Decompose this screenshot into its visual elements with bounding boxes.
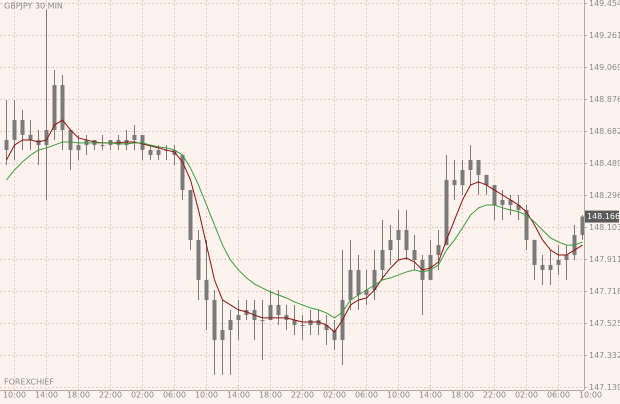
- candle-body: [516, 204, 521, 210]
- candle-body: [12, 120, 17, 140]
- chart-title: GBPJPY 30 MIN: [4, 2, 63, 11]
- candle-body: [380, 250, 385, 270]
- candle-body: [364, 290, 369, 295]
- candle-body: [132, 134, 137, 140]
- candle-body: [28, 134, 33, 140]
- candle-body: [44, 130, 49, 146]
- y-tick-label: 148.489: [589, 159, 620, 168]
- x-tick-label: 06:00: [163, 391, 186, 400]
- candle-body: [260, 320, 265, 322]
- candle-body: [124, 139, 129, 146]
- candle-body: [476, 160, 481, 175]
- candle-body: [404, 229, 409, 251]
- candle-body: [436, 245, 441, 256]
- candle-body: [148, 150, 153, 156]
- y-tick-label: 148.103: [589, 223, 620, 232]
- candle-body: [452, 179, 457, 186]
- y-tick-label: 147.139: [589, 383, 620, 392]
- candle-body: [60, 85, 65, 130]
- x-tick-label: 02:00: [323, 391, 346, 400]
- candle-body: [4, 139, 9, 151]
- x-tick-label: 14:00: [227, 391, 250, 400]
- x-tick-label: 10:00: [387, 391, 410, 400]
- candle-body: [508, 199, 513, 205]
- candle-body: [524, 209, 529, 240]
- watermark: FOREXCHIEF: [4, 378, 54, 387]
- x-tick-label: 06:00: [547, 391, 570, 400]
- candle-body: [532, 239, 537, 265]
- candle-body: [156, 150, 161, 156]
- candle-body: [180, 155, 185, 191]
- x-tick-label: 02:00: [515, 391, 538, 400]
- x-tick-label: 02:00: [131, 391, 154, 400]
- x-tick-label: 06:00: [355, 391, 378, 400]
- candle-body: [76, 145, 81, 151]
- last-price-box: [585, 210, 619, 223]
- x-tick-label: 10:00: [579, 391, 602, 400]
- candle-body: [276, 304, 281, 316]
- candle-body: [324, 325, 329, 330]
- x-tick-label: 14:00: [419, 391, 442, 400]
- candle-body: [556, 260, 561, 265]
- candle-body: [332, 329, 337, 340]
- x-tick-label: 22:00: [99, 391, 122, 400]
- x-tick-label: 18:00: [259, 391, 282, 400]
- y-tick-label: 148.296: [589, 191, 620, 200]
- candle-body: [196, 239, 201, 280]
- x-tick-label: 18:00: [67, 391, 90, 400]
- candle-body: [20, 120, 25, 135]
- candle-body: [388, 239, 393, 251]
- candle-body: [580, 216, 585, 235]
- candle-body: [220, 329, 225, 340]
- candle-body: [540, 264, 545, 270]
- candle-body: [348, 269, 353, 300]
- y-tick-label: 149.261: [589, 31, 620, 40]
- candle-body: [268, 304, 273, 321]
- candle-body: [100, 145, 105, 147]
- candle-body: [188, 190, 193, 240]
- y-tick-label: 148.682: [589, 127, 620, 136]
- candle-body: [204, 279, 209, 300]
- candle-body: [236, 315, 241, 321]
- x-tick-label: 22:00: [483, 391, 506, 400]
- candle-body: [468, 160, 473, 170]
- candle-body: [444, 179, 449, 246]
- y-tick-label: 149.069: [589, 63, 620, 72]
- candle-body: [228, 320, 233, 330]
- candle-body: [492, 185, 497, 205]
- y-tick-label: 149.454: [589, 0, 620, 8]
- y-tick-label: 148.876: [589, 95, 620, 104]
- x-tick-label: 18:00: [451, 391, 474, 400]
- x-tick-label: 10:00: [195, 391, 218, 400]
- candle-body: [500, 199, 505, 205]
- candle-body: [52, 85, 57, 130]
- candle-body: [356, 269, 361, 295]
- candle-body: [484, 174, 489, 186]
- candle-body: [212, 299, 217, 340]
- y-tick-label: 147.911: [589, 255, 620, 264]
- last-price-label: 148.166: [587, 212, 620, 221]
- candle-body: [412, 250, 417, 260]
- candle-body: [396, 229, 401, 240]
- candle-body: [36, 139, 41, 146]
- candle-body: [548, 264, 553, 270]
- x-tick-label: 22:00: [291, 391, 314, 400]
- candle-body: [68, 130, 73, 151]
- candle-body: [300, 325, 305, 326]
- moving-average-line: [6, 141, 583, 319]
- x-tick-label: 10:00: [3, 391, 26, 400]
- candle-body: [564, 255, 569, 260]
- candle-body: [292, 320, 297, 325]
- y-tick-label: 147.332: [589, 351, 620, 360]
- y-tick-label: 147.525: [589, 319, 620, 328]
- x-tick-label: 14:00: [35, 391, 58, 400]
- candle-body: [460, 169, 465, 186]
- y-tick-label: 147.718: [589, 287, 620, 296]
- candle-body: [372, 269, 377, 291]
- candle-body: [244, 309, 249, 316]
